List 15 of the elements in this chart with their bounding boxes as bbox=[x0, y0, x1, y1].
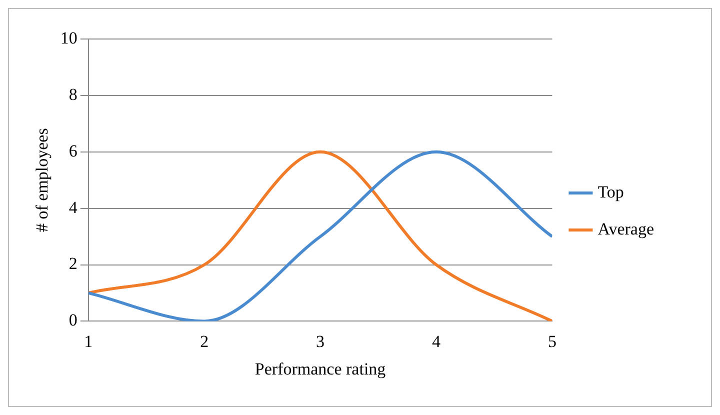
legend-label: Top bbox=[598, 182, 624, 202]
y-tick-label: 10 bbox=[60, 28, 78, 48]
y-tick-label: 4 bbox=[68, 198, 78, 217]
y-tick-label: 0 bbox=[68, 310, 78, 330]
y-tick-label: 2 bbox=[68, 254, 78, 274]
x-tick-label: 1 bbox=[84, 332, 93, 351]
x-tick-label: 2 bbox=[200, 332, 209, 351]
y-axis-title: # of employees bbox=[32, 128, 52, 232]
x-axis-title: Performance rating bbox=[254, 359, 386, 378]
y-tick-label: 8 bbox=[68, 84, 78, 104]
x-tick-label: 4 bbox=[432, 332, 441, 351]
y-tick-label: 6 bbox=[68, 141, 78, 160]
legend-label: Average bbox=[598, 219, 654, 238]
x-tick-label: 5 bbox=[548, 332, 556, 351]
x-tick-label: 3 bbox=[316, 332, 325, 351]
